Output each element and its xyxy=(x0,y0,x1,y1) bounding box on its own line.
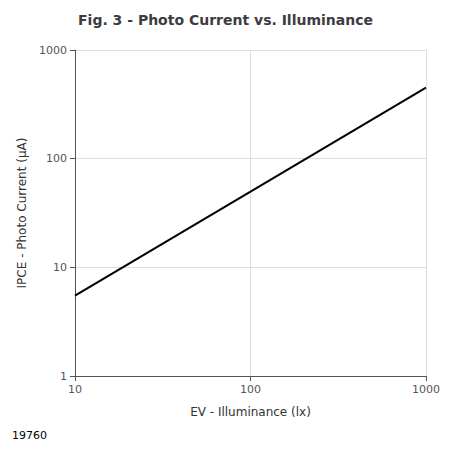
svg-text:EV - Illuminance (lx): EV - Illuminance (lx) xyxy=(190,405,311,419)
svg-text:IPCE - Photo Current (μA): IPCE - Photo Current (μA) xyxy=(15,138,29,289)
svg-text:100: 100 xyxy=(240,383,261,396)
svg-text:1000: 1000 xyxy=(412,383,440,396)
svg-text:100: 100 xyxy=(46,152,67,165)
svg-text:1000: 1000 xyxy=(39,44,67,57)
svg-text:10: 10 xyxy=(68,383,82,396)
svg-text:19760: 19760 xyxy=(12,429,47,442)
svg-text:10: 10 xyxy=(53,261,67,274)
svg-text:1: 1 xyxy=(60,370,67,383)
svg-text:Fig. 3 - Photo Current vs. Ill: Fig. 3 - Photo Current vs. Illuminance xyxy=(78,12,373,28)
